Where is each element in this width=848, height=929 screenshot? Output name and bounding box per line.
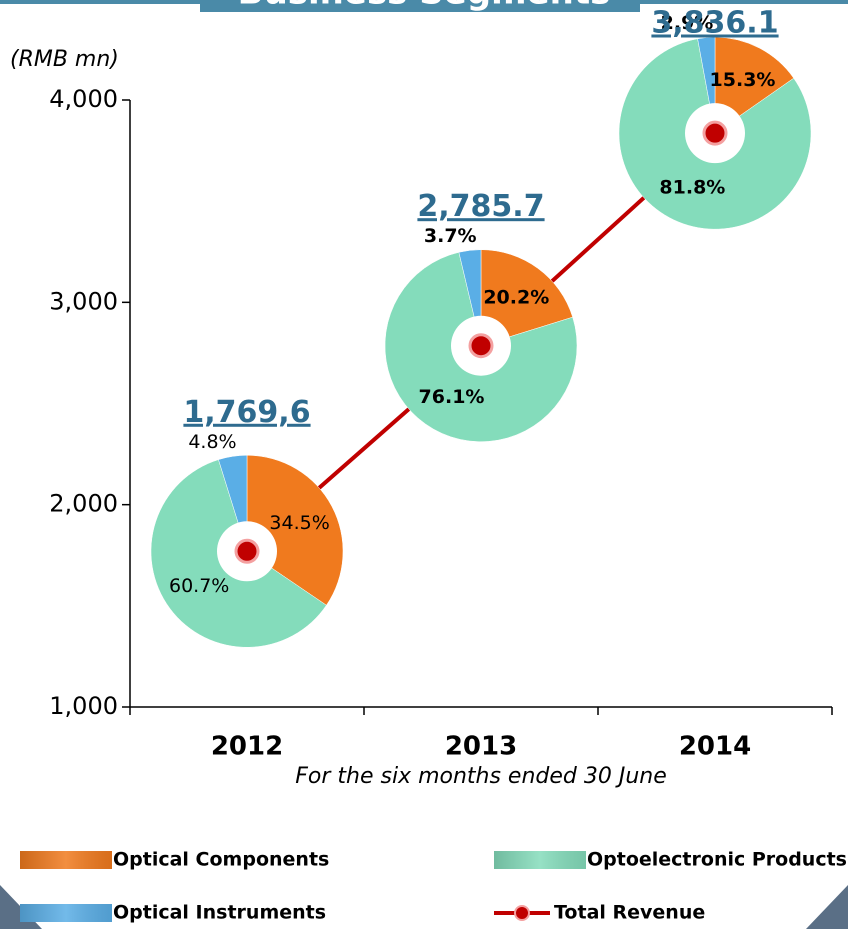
pie-slice xyxy=(480,249,573,347)
legend-label: Optical Components xyxy=(113,849,329,871)
pie-label: 60.7% xyxy=(169,575,229,597)
total-label: 3,836.1 xyxy=(651,6,778,41)
point xyxy=(468,333,494,359)
y-axis-label: (RMB mn) xyxy=(10,47,119,72)
pie-label: 20.2% xyxy=(483,286,549,308)
y-tick-label: 3,000 xyxy=(49,287,118,315)
pie-slice xyxy=(714,36,795,134)
pie-slice xyxy=(246,455,344,606)
pie-label: 15.3% xyxy=(710,69,776,91)
point xyxy=(234,538,260,564)
corner xyxy=(806,885,848,929)
pie-label: 81.8% xyxy=(659,177,725,199)
point xyxy=(702,120,728,146)
legend-label: Total Revenue xyxy=(554,902,705,924)
pie-label: 2.9% xyxy=(661,12,714,34)
y-tick-label: 1,000 xyxy=(49,692,118,720)
legend-shade xyxy=(20,904,112,922)
pie-label: 3.7% xyxy=(424,225,477,247)
legend-label: Optical Instruments xyxy=(113,902,326,924)
legend-shade xyxy=(20,851,112,869)
header-bar xyxy=(200,0,640,12)
pie-label: 76.1% xyxy=(419,386,485,408)
x-tick-label: 2012 xyxy=(211,732,283,762)
y-tick-label: 2,000 xyxy=(49,490,118,518)
legend-label: Optoelectronic Products xyxy=(587,849,847,871)
x-tick-label: 2013 xyxy=(445,732,517,762)
y-tick-label: 4,000 xyxy=(49,85,118,113)
total-label: 1,769,6 xyxy=(183,395,310,430)
legend-point xyxy=(514,905,530,921)
x-tick-label: 2014 xyxy=(679,732,751,762)
chart-title: Business Segments xyxy=(238,0,611,13)
x-axis-label: For the six months ended 30 June xyxy=(295,764,667,789)
total-label: 2,785.7 xyxy=(417,189,544,224)
pie-label: 4.8% xyxy=(188,431,236,453)
legend-shade xyxy=(494,851,586,869)
pie-label: 34.5% xyxy=(269,512,329,534)
